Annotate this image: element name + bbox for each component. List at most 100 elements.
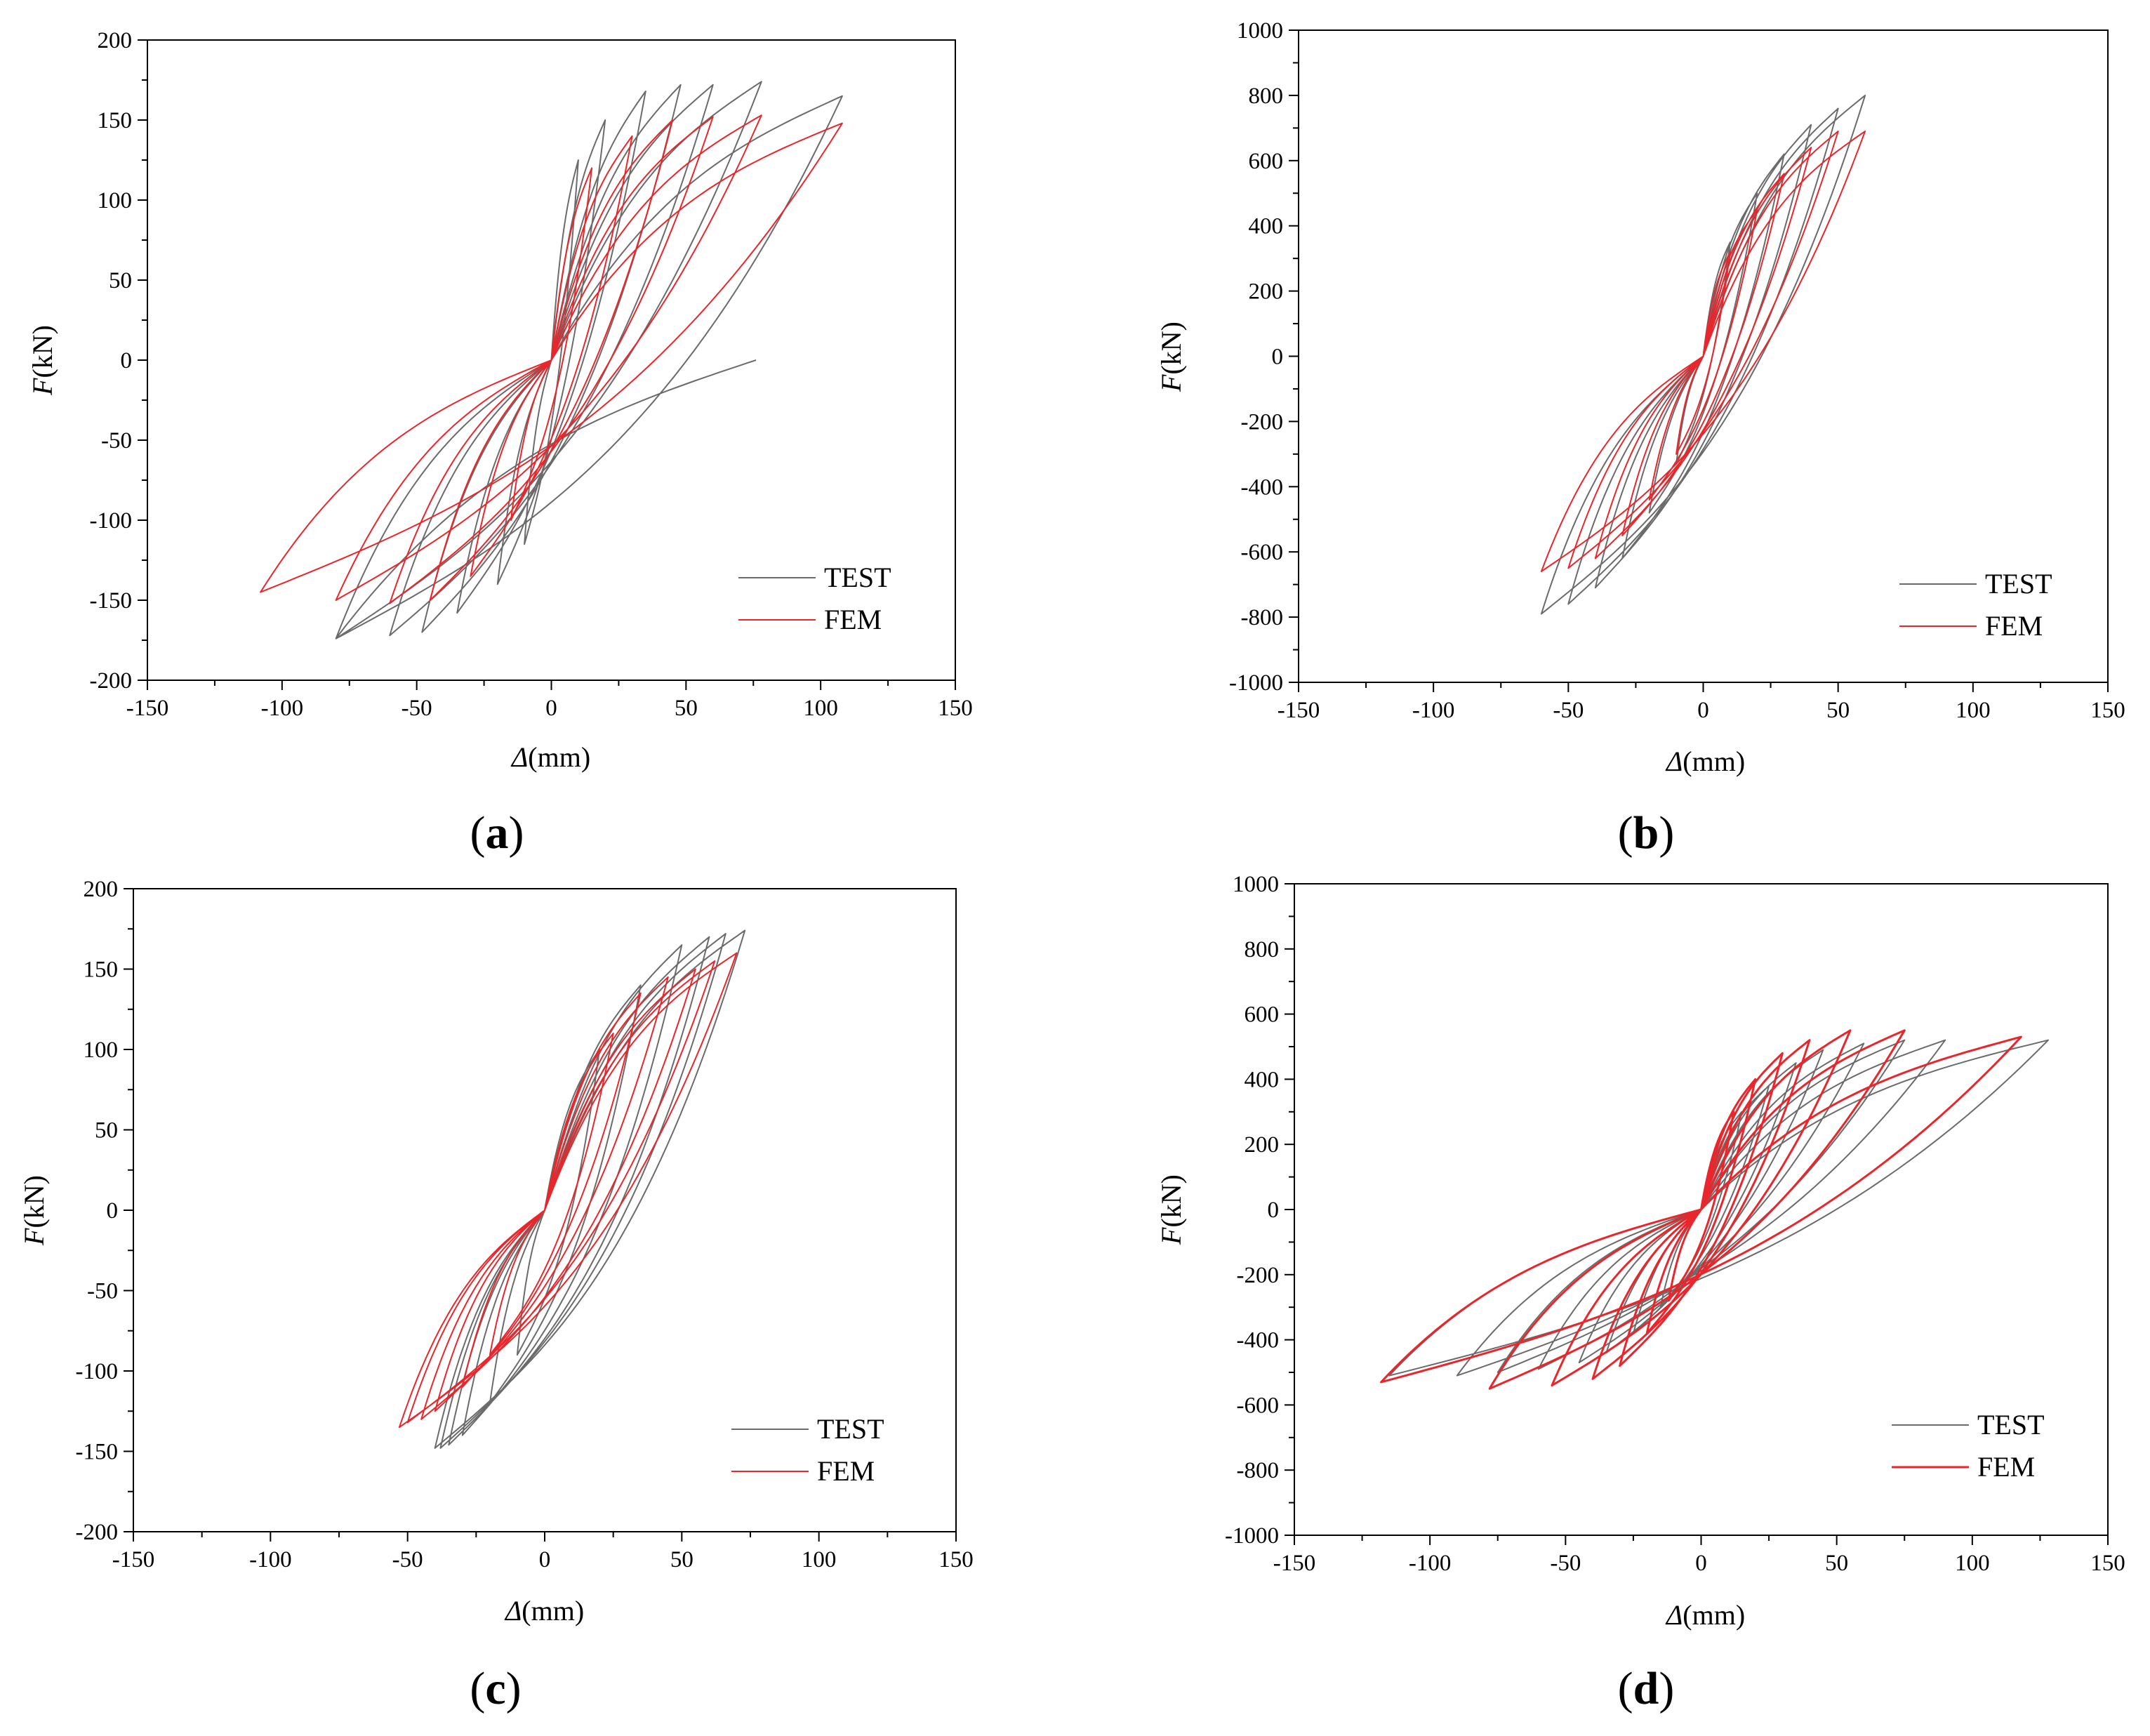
y-tick-label: 200 — [98, 28, 133, 53]
axes: -150 -100 -50 0 50 100 150 -1000 -800 -600 -400 -20… — [1225, 872, 2125, 1576]
panel-b: -150 -100 -50 0 50 100 150 -1000 -800 -600 -400 -20… — [1155, 18, 2125, 859]
x-tick-label: 50 — [670, 1547, 694, 1572]
legend-label-fem: FEM — [1985, 610, 2043, 642]
y-tick-label: -400 — [1237, 1328, 1280, 1353]
y-tick-label: -200 — [76, 1520, 119, 1545]
y-tick-label: -600 — [1237, 1393, 1280, 1418]
y-axis-label: F(kN) — [1155, 322, 1187, 392]
y-tick-label: 1000 — [1237, 18, 1283, 44]
plot-area — [1380, 1029, 2049, 1390]
legend: TEST FEM — [731, 1413, 884, 1487]
x-tick-label: 100 — [803, 696, 838, 721]
y-tick-label: -100 — [90, 508, 133, 534]
y-tick-label: -200 — [1241, 409, 1284, 435]
axes: -150 -100 -50 0 50 100 150-200-150-100-5005010… — [76, 877, 974, 1572]
x-tick-label: 0 — [545, 696, 557, 721]
y-tick-label: 150 — [84, 958, 119, 983]
y-tick-label: -50 — [87, 1279, 118, 1304]
x-tick-label: 0 — [1695, 1551, 1707, 1576]
x-tick-label: 50 — [675, 696, 698, 721]
x-tick-label: -100 — [1409, 1551, 1452, 1576]
legend-label-fem: FEM — [1977, 1451, 2035, 1483]
series-fem-curve — [1540, 131, 1866, 573]
x-tick-label: -50 — [1550, 1551, 1581, 1576]
legend-label-test: TEST — [824, 562, 891, 593]
y-tick-label: -1000 — [1229, 670, 1283, 696]
x-tick-label: 150 — [2090, 698, 2125, 723]
y-tick-label: 0 — [1272, 345, 1284, 370]
y-tick-label: 400 — [1245, 1067, 1280, 1092]
y-tick-label: -50 — [101, 428, 132, 453]
legend: TEST FEM — [1899, 568, 2052, 642]
panel-a: -150 -100 -50 0 50 100 150-200-150-100-5005010… — [27, 28, 973, 859]
series-fem-curve — [260, 114, 843, 604]
plot-area — [1540, 94, 1866, 615]
y-tick-label: 200 — [84, 877, 119, 902]
y-tick-label: -150 — [76, 1440, 119, 1465]
x-tick-label: -150 — [126, 696, 169, 721]
legend-label-fem: FEM — [817, 1455, 875, 1487]
y-tick-label: 50 — [109, 268, 132, 293]
y-tick-label: -400 — [1241, 475, 1284, 500]
y-tick-label: 150 — [98, 108, 133, 133]
y-tick-label: -200 — [1237, 1263, 1280, 1288]
axes: -150 -100 -50 0 50 100 150 -1000 -800 -600 -400 -20… — [1229, 18, 2125, 723]
y-tick-label: -600 — [1241, 540, 1284, 565]
plot-area — [398, 929, 746, 1449]
legend-label-test: TEST — [1977, 1409, 2045, 1440]
x-tick-label: 150 — [2090, 1551, 2125, 1576]
series-fem-curve — [398, 952, 738, 1429]
y-tick-label: -1000 — [1225, 1523, 1279, 1549]
x-tick-label: 100 — [1956, 698, 1991, 723]
y-tick-label: 100 — [84, 1038, 119, 1063]
x-axis-label: Δ(mm) — [1665, 1599, 1745, 1631]
legend-label-fem: FEM — [824, 604, 882, 635]
y-tick-label: 600 — [1249, 149, 1284, 174]
y-tick-label: 50 — [95, 1118, 118, 1144]
x-axis-label: Δ(mm) — [510, 741, 590, 773]
x-tick-label: 0 — [1697, 698, 1709, 723]
y-axis-label: F(kN) — [1155, 1174, 1187, 1245]
y-tick-label: 1000 — [1233, 872, 1279, 897]
x-tick-label: -100 — [249, 1547, 292, 1572]
y-tick-label: -800 — [1241, 605, 1284, 630]
panel-label: (a) — [470, 807, 524, 859]
x-axis-label: Δ(mm) — [504, 1595, 584, 1626]
series-test-curve — [1388, 1039, 2049, 1377]
x-tick-label: 0 — [539, 1547, 551, 1572]
x-tick-label: -50 — [392, 1547, 423, 1572]
y-tick-label: 400 — [1249, 214, 1284, 239]
y-tick-label: -150 — [90, 588, 133, 614]
series-test-curve — [335, 81, 843, 640]
y-tick-label: 800 — [1249, 84, 1284, 109]
panel-c: -150 -100 -50 0 50 100 150-200-150-100-5005010… — [18, 877, 974, 1714]
y-tick-label: 200 — [1245, 1132, 1280, 1158]
y-tick-label: 0 — [121, 348, 133, 373]
legend: TEST FEM — [1892, 1409, 2045, 1483]
y-tick-label: -800 — [1237, 1458, 1280, 1483]
x-tick-label: 150 — [938, 696, 973, 721]
plot-area — [260, 81, 843, 640]
axes: -150 -100 -50 0 50 100 150-200-150-100-5005010… — [90, 28, 973, 721]
series-fem-curve — [1380, 1029, 2022, 1390]
x-tick-label: -50 — [1553, 698, 1584, 723]
legend: TEST FEM — [738, 562, 891, 635]
y-tick-label: -100 — [76, 1359, 119, 1384]
legend-label-test: TEST — [1985, 568, 2052, 599]
x-tick-label: 150 — [938, 1547, 974, 1572]
y-tick-label: 100 — [98, 188, 133, 213]
x-tick-label: -100 — [1412, 698, 1455, 723]
x-tick-label: 100 — [802, 1547, 837, 1572]
y-tick-label: 0 — [107, 1198, 119, 1224]
panel-label: (d) — [1618, 1663, 1675, 1714]
y-axis-label: F(kN) — [27, 325, 58, 396]
panel-d: -150 -100 -50 0 50 100 150 -1000 -800 -600 -400 -20… — [1155, 872, 2125, 1714]
y-tick-label: 0 — [1268, 1198, 1280, 1223]
y-tick-label: 800 — [1245, 937, 1280, 962]
x-tick-label: -150 — [1278, 698, 1320, 723]
x-axis-label: Δ(mm) — [1665, 746, 1745, 777]
panel-label: (b) — [1618, 807, 1675, 859]
x-tick-label: -150 — [1273, 1551, 1316, 1576]
y-tick-label: 600 — [1245, 1002, 1280, 1028]
